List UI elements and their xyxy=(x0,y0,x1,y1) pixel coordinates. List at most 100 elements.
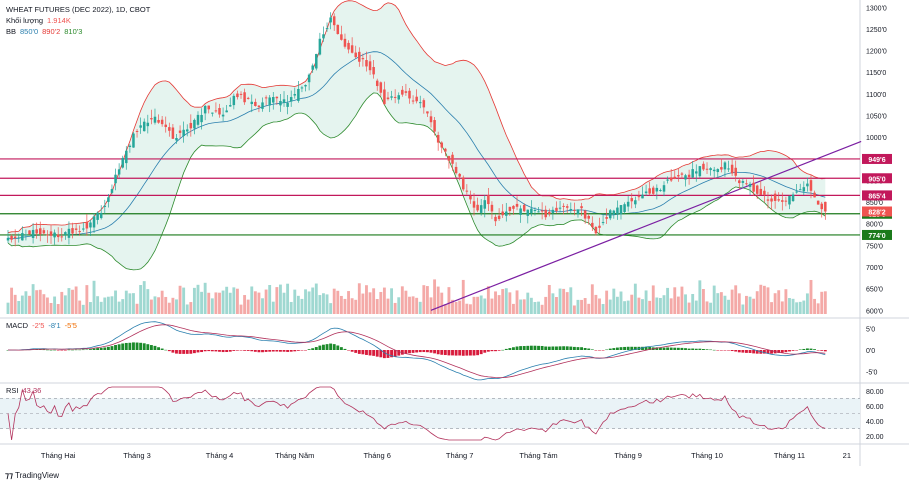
volume-bar xyxy=(146,289,150,314)
volume-bar xyxy=(350,298,354,314)
volume-bar xyxy=(515,290,519,314)
macd-histogram-bar xyxy=(468,350,472,356)
trendline xyxy=(430,140,862,311)
macd-histogram-bar xyxy=(42,349,46,351)
volume-bar xyxy=(167,302,171,314)
volume-bar xyxy=(289,301,293,314)
time-tick-label: Tháng 9 xyxy=(614,451,642,460)
candle-body xyxy=(71,228,74,234)
volume-bar xyxy=(157,297,160,314)
volume-bar xyxy=(153,296,157,314)
price-tick-label: 1150'0 xyxy=(866,70,886,77)
candle-body xyxy=(354,52,357,58)
macd-histogram-bar xyxy=(139,342,143,350)
macd-histogram-bar xyxy=(53,349,57,351)
volume-bar xyxy=(741,304,745,314)
candle-body xyxy=(422,100,426,108)
macd-histogram-bar xyxy=(820,350,824,351)
macd-histogram-bar xyxy=(490,350,494,352)
volume-bar xyxy=(243,295,247,314)
candle-body xyxy=(110,189,114,193)
volume-bar xyxy=(336,290,340,314)
candle-body xyxy=(211,112,214,114)
macd-histogram-bar xyxy=(494,350,497,352)
macd-histogram-bar xyxy=(275,350,279,352)
candle-body xyxy=(135,130,139,132)
macd-histogram-bar xyxy=(587,348,591,350)
volume-bar xyxy=(551,293,555,314)
candle-body xyxy=(759,188,763,195)
candle-body xyxy=(261,102,264,109)
macd-histogram-bar xyxy=(813,349,817,350)
candle-body xyxy=(39,228,42,235)
price-tick-label: 700'0 xyxy=(866,265,883,272)
macd-histogram-bar xyxy=(615,347,619,350)
volume-bar xyxy=(684,294,687,314)
candle-body xyxy=(46,234,49,236)
volume-bar xyxy=(171,297,175,314)
candle-body xyxy=(185,129,189,132)
volume-bar xyxy=(99,301,103,314)
candle-body xyxy=(175,137,178,141)
bb-legend: BB 850'0 890'2 810'3 xyxy=(6,27,83,36)
volume-bar xyxy=(626,300,630,314)
macd-histogram-bar xyxy=(766,350,770,354)
macd-histogram-bar xyxy=(325,344,329,350)
volume-bar xyxy=(253,291,257,314)
candle-body xyxy=(773,193,777,201)
macd-histogram-bar xyxy=(476,350,480,356)
macd-histogram-bar xyxy=(809,348,813,350)
candle-body xyxy=(727,168,730,170)
volume-bar xyxy=(762,285,766,314)
macd-histogram-bar xyxy=(529,345,533,350)
volume-bar xyxy=(121,299,125,314)
candle-body xyxy=(791,194,795,202)
candle-body xyxy=(103,205,107,207)
volume-bar xyxy=(805,293,809,314)
candle-body xyxy=(809,180,813,191)
volume-bar xyxy=(210,298,214,314)
macd-histogram-bar xyxy=(752,350,756,354)
macd-histogram-bar xyxy=(178,350,182,354)
volume-bar xyxy=(694,300,698,314)
volume-bar xyxy=(501,289,505,314)
candle-body xyxy=(573,209,576,211)
candle-body xyxy=(236,93,239,98)
macd-histogram-bar xyxy=(791,350,795,351)
volume-bar xyxy=(537,301,540,314)
macd-histogram-bar xyxy=(200,350,204,353)
price-tick-label: 1300'0 xyxy=(866,5,887,12)
macd-histogram-bar xyxy=(440,350,444,355)
volume-bar xyxy=(404,290,408,314)
macd-histogram-bar xyxy=(210,350,214,352)
volume-bar xyxy=(372,288,376,314)
volume-bar xyxy=(282,292,286,314)
candle-body xyxy=(680,173,684,175)
candle-body xyxy=(182,129,185,137)
volume-bar xyxy=(196,284,200,314)
candle-body xyxy=(203,105,207,114)
volume-bar xyxy=(558,288,562,314)
volume-bar xyxy=(490,298,494,314)
volume-bar xyxy=(709,302,713,314)
macd-histogram-bar xyxy=(537,345,540,350)
macd-histogram-bar xyxy=(519,346,523,350)
candle-body xyxy=(522,205,526,212)
candle-body xyxy=(401,89,404,95)
candle-body xyxy=(153,116,157,123)
volume-bar xyxy=(418,301,422,314)
candle-body xyxy=(558,207,562,209)
volume-bar xyxy=(605,290,609,314)
candle-body xyxy=(150,118,153,120)
macd-histogram-bar xyxy=(583,347,587,350)
macd-histogram-bar xyxy=(777,350,781,353)
candle-body xyxy=(67,228,71,238)
volume-bar xyxy=(691,294,695,314)
time-tick-label: Tháng 4 xyxy=(206,451,234,460)
macd-histogram-bar xyxy=(182,350,186,354)
candle-body xyxy=(555,207,558,212)
volume-bar xyxy=(773,293,777,314)
macd-histogram-bar xyxy=(727,350,730,351)
macd-histogram-bar xyxy=(347,350,350,351)
